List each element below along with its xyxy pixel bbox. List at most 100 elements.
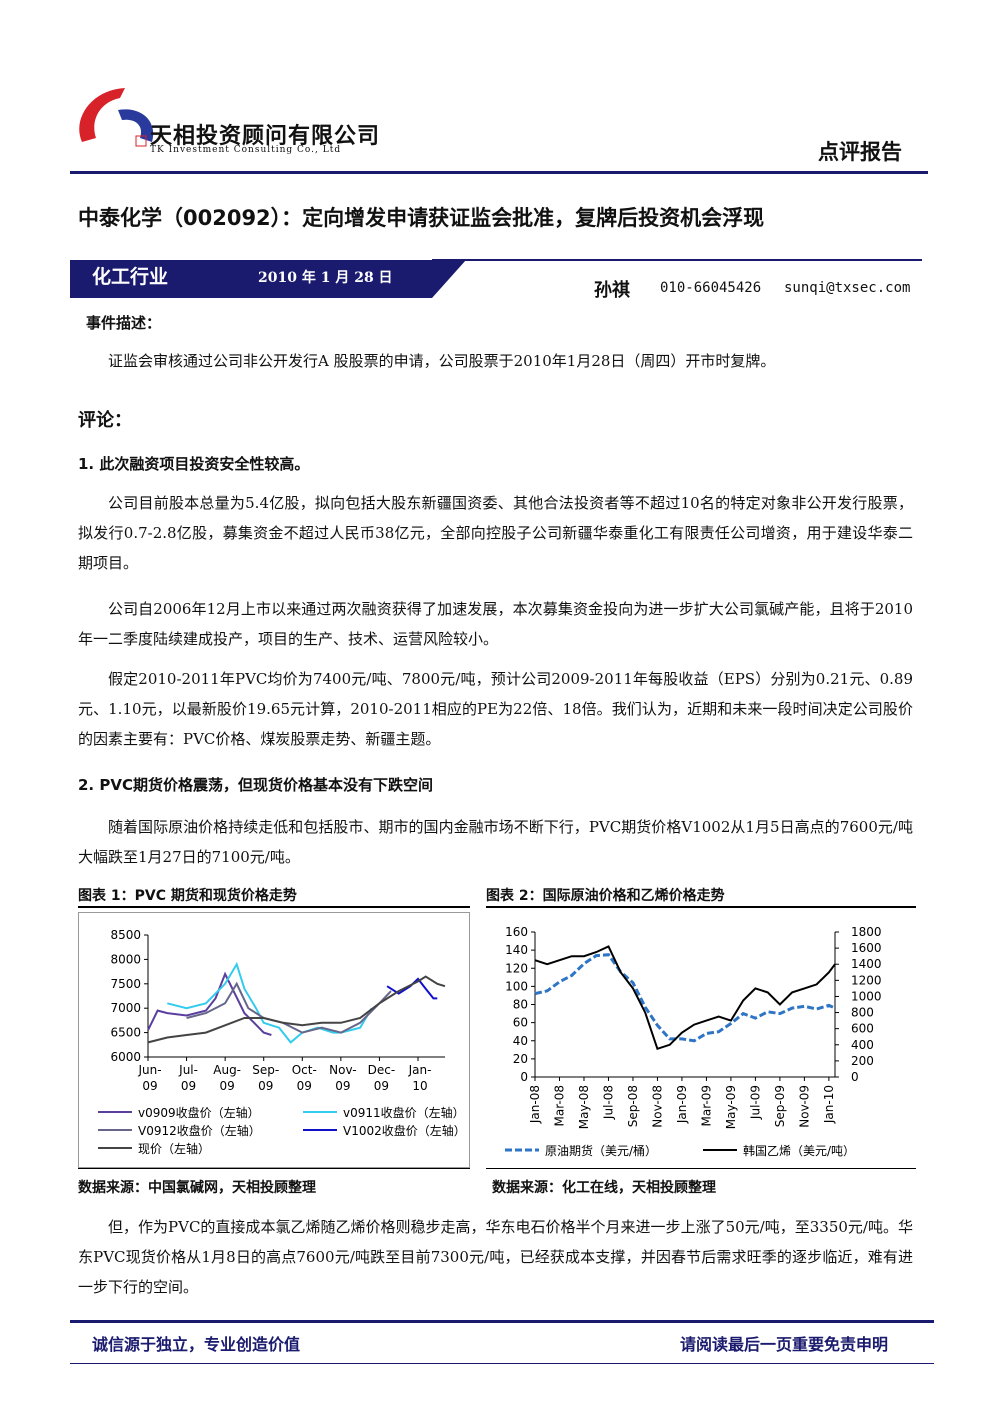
- report-date: 2010 年 1 月 28 日: [258, 270, 393, 286]
- legend-label: V0912收盘价（左轴）: [138, 1123, 261, 1138]
- x-tick-label: Nov-08: [650, 1085, 664, 1128]
- paragraph: 假定2010-2011年PVC均价为7400元/吨、7800元/吨，预计公司20…: [78, 670, 913, 748]
- series-line: [534, 953, 836, 1043]
- y2-tick-label: 0: [851, 1070, 859, 1084]
- y-tick-label: 80: [513, 998, 528, 1012]
- y-tick-label: 100: [505, 979, 528, 993]
- x-tick-label: Jul-09: [748, 1085, 762, 1120]
- y2-tick-label: 1600: [851, 941, 882, 955]
- y-tick-label: 8500: [110, 928, 141, 942]
- y-tick-label: 8000: [110, 952, 141, 966]
- x-tick-label: 09: [335, 1079, 350, 1093]
- section-heading: 2. PVC期货价格震荡，但现货价格基本没有下跌空间: [78, 776, 433, 794]
- source-rule: [486, 1168, 916, 1169]
- y-tick-label: 7000: [110, 1001, 141, 1015]
- legend-label: 原油期货（美元/桶）: [545, 1143, 657, 1158]
- x-tick-label: Aug-: [213, 1063, 241, 1077]
- x-tick-label: Jan-: [408, 1063, 432, 1077]
- comment-heading: 评论：: [78, 410, 132, 431]
- y2-tick-label: 600: [851, 1022, 874, 1036]
- legend-label: V1002收盘价（左轴）: [343, 1123, 466, 1138]
- event-heading: 事件描述：: [86, 314, 162, 332]
- x-tick-label: May-08: [577, 1085, 591, 1129]
- footer-disclaimer: 请阅读最后一页重要免责申明: [679, 1335, 888, 1354]
- chart: 0 20 40 60 80 100 120 140 1600 200 400 600 800 1000 12…: [505, 925, 882, 1158]
- y2-tick-label: 400: [851, 1038, 874, 1052]
- source-rule: [78, 1168, 470, 1169]
- chart: 6000 6500 7000 7500 8000 8500 Jun- 09 Jul- 09 Aug-…: [78, 912, 470, 1168]
- x-tick-label: Dec-: [368, 1063, 396, 1077]
- y-tick-label: 120: [505, 961, 528, 975]
- x-tick-label: Sep-09: [773, 1085, 787, 1127]
- x-tick-label: 10: [412, 1079, 427, 1093]
- paragraph: 但，作为PVC的直接成本氯乙烯随乙烯价格则稳步走高，华东电石价格半个月来进一步上…: [78, 1218, 913, 1296]
- paragraph: 公司目前股本总量为5.4亿股，拟向包括大股东新疆国资委、其他合法投资者等不超过1…: [78, 494, 913, 572]
- chart-rule: [78, 906, 470, 908]
- x-tick-label: 09: [374, 1079, 389, 1093]
- x-tick-label: Jan-09: [675, 1085, 689, 1124]
- analyst: 孙祺: [594, 280, 630, 301]
- industry: 化工行业: [92, 266, 169, 288]
- y-tick-label: 0: [520, 1070, 528, 1084]
- y2-tick-label: 1800: [851, 925, 882, 939]
- x-tick-label: 09: [220, 1079, 235, 1093]
- y2-tick-label: 1200: [851, 973, 882, 987]
- y-tick-label: 7500: [110, 977, 141, 991]
- y2-tick-label: 200: [851, 1054, 874, 1068]
- company-name: 天相投资顾问有限公司: [150, 123, 381, 149]
- x-tick-label: Jan-08: [528, 1085, 542, 1124]
- chart-title: 图表 1：PVC 期货和现货价格走势: [78, 888, 297, 904]
- phone: 010-66045426: [660, 280, 762, 296]
- y-tick-label: 40: [513, 1034, 528, 1048]
- report-title: 中泰化学（002092）：定向增发申请获证监会批准，复牌后投资机会浮现: [78, 206, 765, 230]
- x-tick-label: Jun-: [137, 1063, 161, 1077]
- y-tick-label: 140: [505, 943, 528, 957]
- series-line: [147, 971, 272, 1036]
- series-line: [386, 977, 438, 1000]
- company-name-en: TK Investment Consulting Co., Ltd: [150, 145, 342, 155]
- legend-label: 韩国乙烯（美元/吨）: [743, 1143, 855, 1158]
- x-tick-label: Nov-: [329, 1063, 356, 1077]
- x-tick-label: Jul-: [178, 1063, 198, 1077]
- footer-slogan: 诚信源于独立，专业创造价值: [92, 1335, 301, 1354]
- x-tick-label: 09: [181, 1079, 196, 1093]
- paragraph: 证监会审核通过公司非公开发行A 股股票的申请，公司股票于2010年1月28日（周…: [108, 352, 776, 370]
- series-line: [147, 975, 446, 1044]
- y-tick-label: 60: [513, 1016, 528, 1030]
- email: sunqi@txsec.com: [784, 280, 911, 296]
- x-tick-label: Nov-09: [797, 1085, 811, 1128]
- y2-tick-label: 1000: [851, 989, 882, 1003]
- logo: [79, 88, 154, 147]
- x-tick-label: Sep-: [252, 1063, 279, 1077]
- chart-title: 图表 2：国际原油价格和乙烯价格走势: [486, 888, 725, 904]
- y-tick-label: 6000: [110, 1050, 141, 1064]
- x-tick-label: Sep-08: [626, 1085, 640, 1127]
- x-tick-label: 09: [258, 1079, 273, 1093]
- x-tick-label: Mar-09: [699, 1085, 713, 1126]
- legend-label: v0909收盘价（左轴）: [138, 1105, 260, 1120]
- series-line: [534, 945, 836, 1051]
- x-tick-label: Jan-10: [822, 1085, 836, 1124]
- y-tick-label: 6500: [110, 1026, 141, 1040]
- header-rule: [70, 171, 928, 174]
- chart-rule: [486, 906, 916, 908]
- banner: [70, 259, 922, 298]
- y2-tick-label: 1400: [851, 957, 882, 971]
- series-line: [167, 961, 373, 1044]
- chart-source: 数据来源：化工在线，天相投顾整理: [492, 1180, 716, 1196]
- y2-tick-label: 800: [851, 1006, 874, 1020]
- report-type: 点评报告: [818, 139, 902, 164]
- x-tick-label: May-09: [724, 1085, 738, 1129]
- x-tick-label: Oct-: [292, 1063, 317, 1077]
- footer-bar: [70, 1320, 934, 1364]
- paragraph: 公司自2006年12月上市以来通过两次融资获得了加速发展，本次募集资金投向为进一…: [78, 600, 913, 648]
- section-heading: 1. 此次融资项目投资安全性较高。: [78, 455, 310, 473]
- legend-label: 现价（左轴）: [138, 1141, 210, 1156]
- chart-source: 数据来源：中国氯碱网，天相投顾整理: [78, 1180, 316, 1196]
- x-tick-label: 09: [142, 1079, 157, 1093]
- y-tick-label: 20: [513, 1052, 528, 1066]
- x-tick-label: Mar-08: [552, 1085, 566, 1126]
- x-tick-label: Jul-08: [601, 1085, 615, 1120]
- paragraph: 随着国际原油价格持续走低和包括股市、期市的国内金融市场不断下行，PVC期货价格V…: [78, 818, 913, 866]
